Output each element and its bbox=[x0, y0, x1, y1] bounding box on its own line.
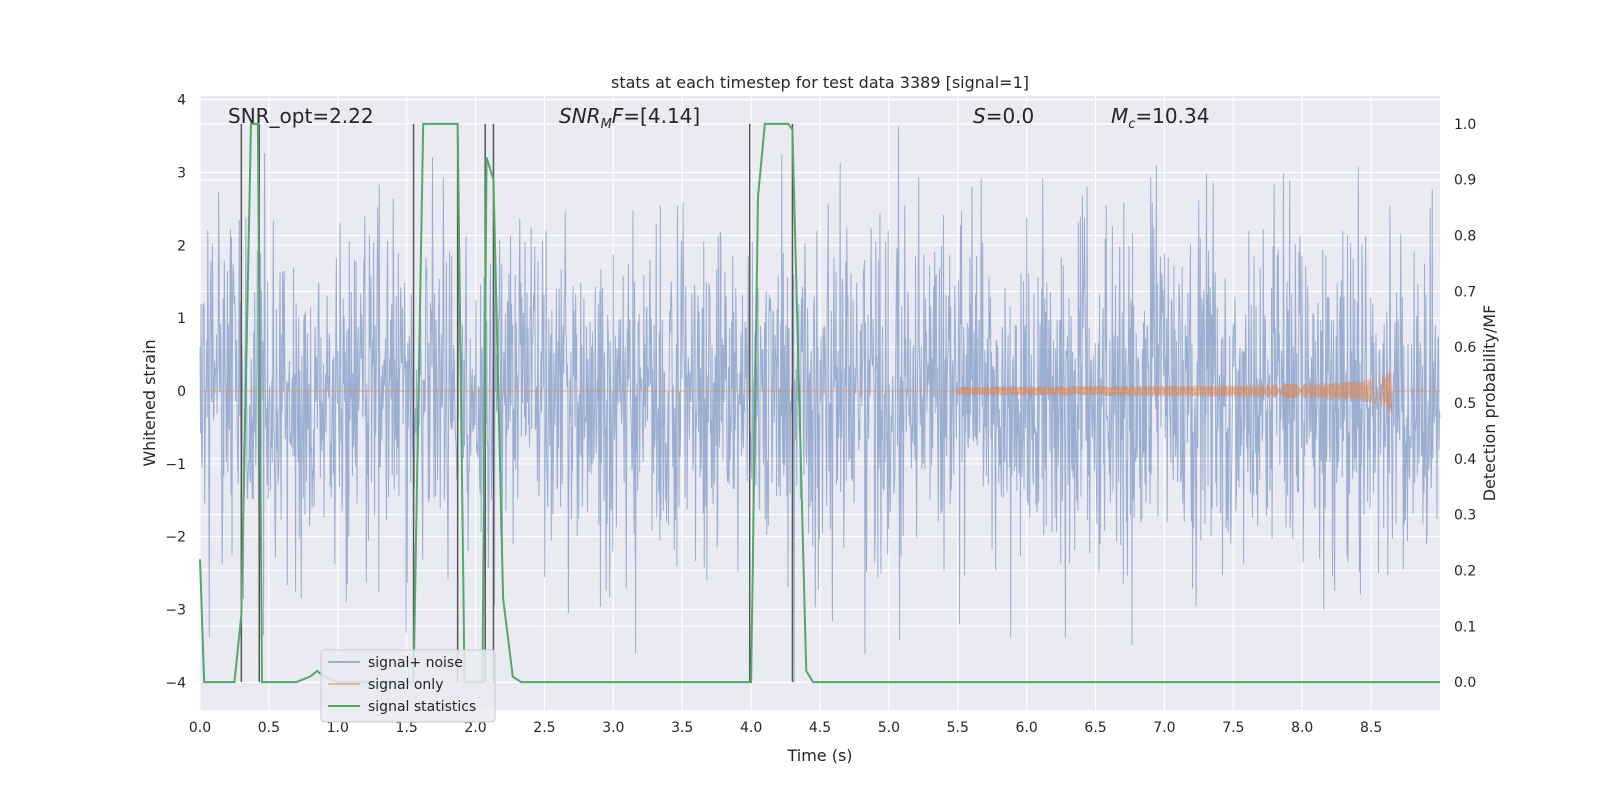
y-right-tick-label: 0.2 bbox=[1454, 563, 1476, 579]
signal-noise-line bbox=[199, 126, 1441, 683]
legend-label-signal-statistics: signal statistics bbox=[368, 699, 476, 715]
x-tick-label: 3.5 bbox=[671, 720, 693, 736]
x-tick-label: 4.0 bbox=[740, 720, 762, 736]
x-tick-label: 1.5 bbox=[396, 720, 418, 736]
y-left-tick-label: 2 bbox=[177, 238, 186, 254]
legend-label-signal-noise: signal+ noise bbox=[368, 655, 463, 671]
x-tick-label: 5.0 bbox=[878, 720, 900, 736]
x-tick-label: 0.5 bbox=[258, 720, 280, 736]
x-tick-label: 4.5 bbox=[809, 720, 831, 736]
annotation-snr-opt: SNR_opt=2.22 bbox=[228, 104, 374, 128]
y-left-tick-label: −4 bbox=[165, 675, 186, 691]
legend-box bbox=[320, 649, 496, 723]
annotation-mc: Mc=10.34 bbox=[1111, 104, 1209, 132]
y-left-axis-label: Whitened strain bbox=[140, 339, 159, 466]
x-tick-label: 7.5 bbox=[1222, 720, 1244, 736]
legend-label-signal-only: signal only bbox=[368, 677, 443, 693]
y-right-tick-label: 0.3 bbox=[1454, 508, 1476, 524]
x-tick-labels: 0.0 0.5 1.0 1.5 2.0 2.5 3.0 3.5 4.0 4.5 5.0 5.5 6.0 6… bbox=[189, 720, 1382, 736]
y-right-tick-labels: 1.0 0.9 0.8 0.7 0.6 0.5 0.4 0.3 0.2 0.1 0.0 bbox=[1454, 117, 1476, 691]
y-right-tick-label: 0.8 bbox=[1454, 229, 1476, 245]
legend: signal+ noise signal only signal statist… bbox=[320, 649, 496, 723]
x-axis-label: Time (s) bbox=[786, 746, 852, 765]
y-left-tick-label: −1 bbox=[165, 457, 186, 473]
x-tick-label: 0.0 bbox=[189, 720, 211, 736]
y-right-axis-label: Detection probability/MF bbox=[1480, 305, 1499, 502]
x-tick-label: 1.0 bbox=[327, 720, 349, 736]
x-tick-label: 8.0 bbox=[1291, 720, 1313, 736]
y-left-tick-label: −2 bbox=[165, 530, 186, 546]
y-right-tick-label: 0.5 bbox=[1454, 396, 1476, 412]
y-left-tick-label: −3 bbox=[165, 602, 186, 618]
y-right-tick-label: 0.0 bbox=[1454, 675, 1476, 691]
x-tick-label: 2.5 bbox=[533, 720, 555, 736]
x-tick-label: 2.0 bbox=[464, 720, 486, 736]
series-signal-noise bbox=[199, 126, 1441, 683]
x-tick-label: 3.0 bbox=[602, 720, 624, 736]
y-right-tick-label: 0.9 bbox=[1454, 173, 1476, 189]
x-tick-label: 8.5 bbox=[1360, 720, 1382, 736]
annotation-snr-mf: SNRMF=[4.14] bbox=[559, 104, 700, 132]
y-right-tick-label: 0.6 bbox=[1454, 340, 1476, 356]
y-right-tick-label: 0.7 bbox=[1454, 284, 1476, 300]
y-left-tick-labels: 4 3 2 1 0 −1 −2 −3 −4 bbox=[165, 93, 186, 692]
x-tick-label: 7.0 bbox=[1153, 720, 1175, 736]
series-signal-only bbox=[200, 371, 1440, 416]
y-left-tick-label: 4 bbox=[177, 93, 186, 109]
y-left-tick-label: 0 bbox=[177, 384, 186, 400]
x-tick-label: 5.5 bbox=[947, 720, 969, 736]
y-right-tick-label: 1.0 bbox=[1454, 117, 1476, 133]
y-right-tick-label: 0.1 bbox=[1454, 619, 1476, 635]
y-left-tick-label: 1 bbox=[177, 311, 186, 327]
y-right-tick-label: 0.4 bbox=[1454, 452, 1476, 468]
chart-title: stats at each timestep for test data 338… bbox=[611, 73, 1029, 92]
x-tick-label: 6.5 bbox=[1084, 720, 1106, 736]
y-left-tick-label: 3 bbox=[177, 165, 186, 181]
annotation-s: S=0.0 bbox=[973, 104, 1034, 128]
x-tick-label: 6.0 bbox=[1016, 720, 1038, 736]
signal-only-line bbox=[200, 371, 1440, 416]
